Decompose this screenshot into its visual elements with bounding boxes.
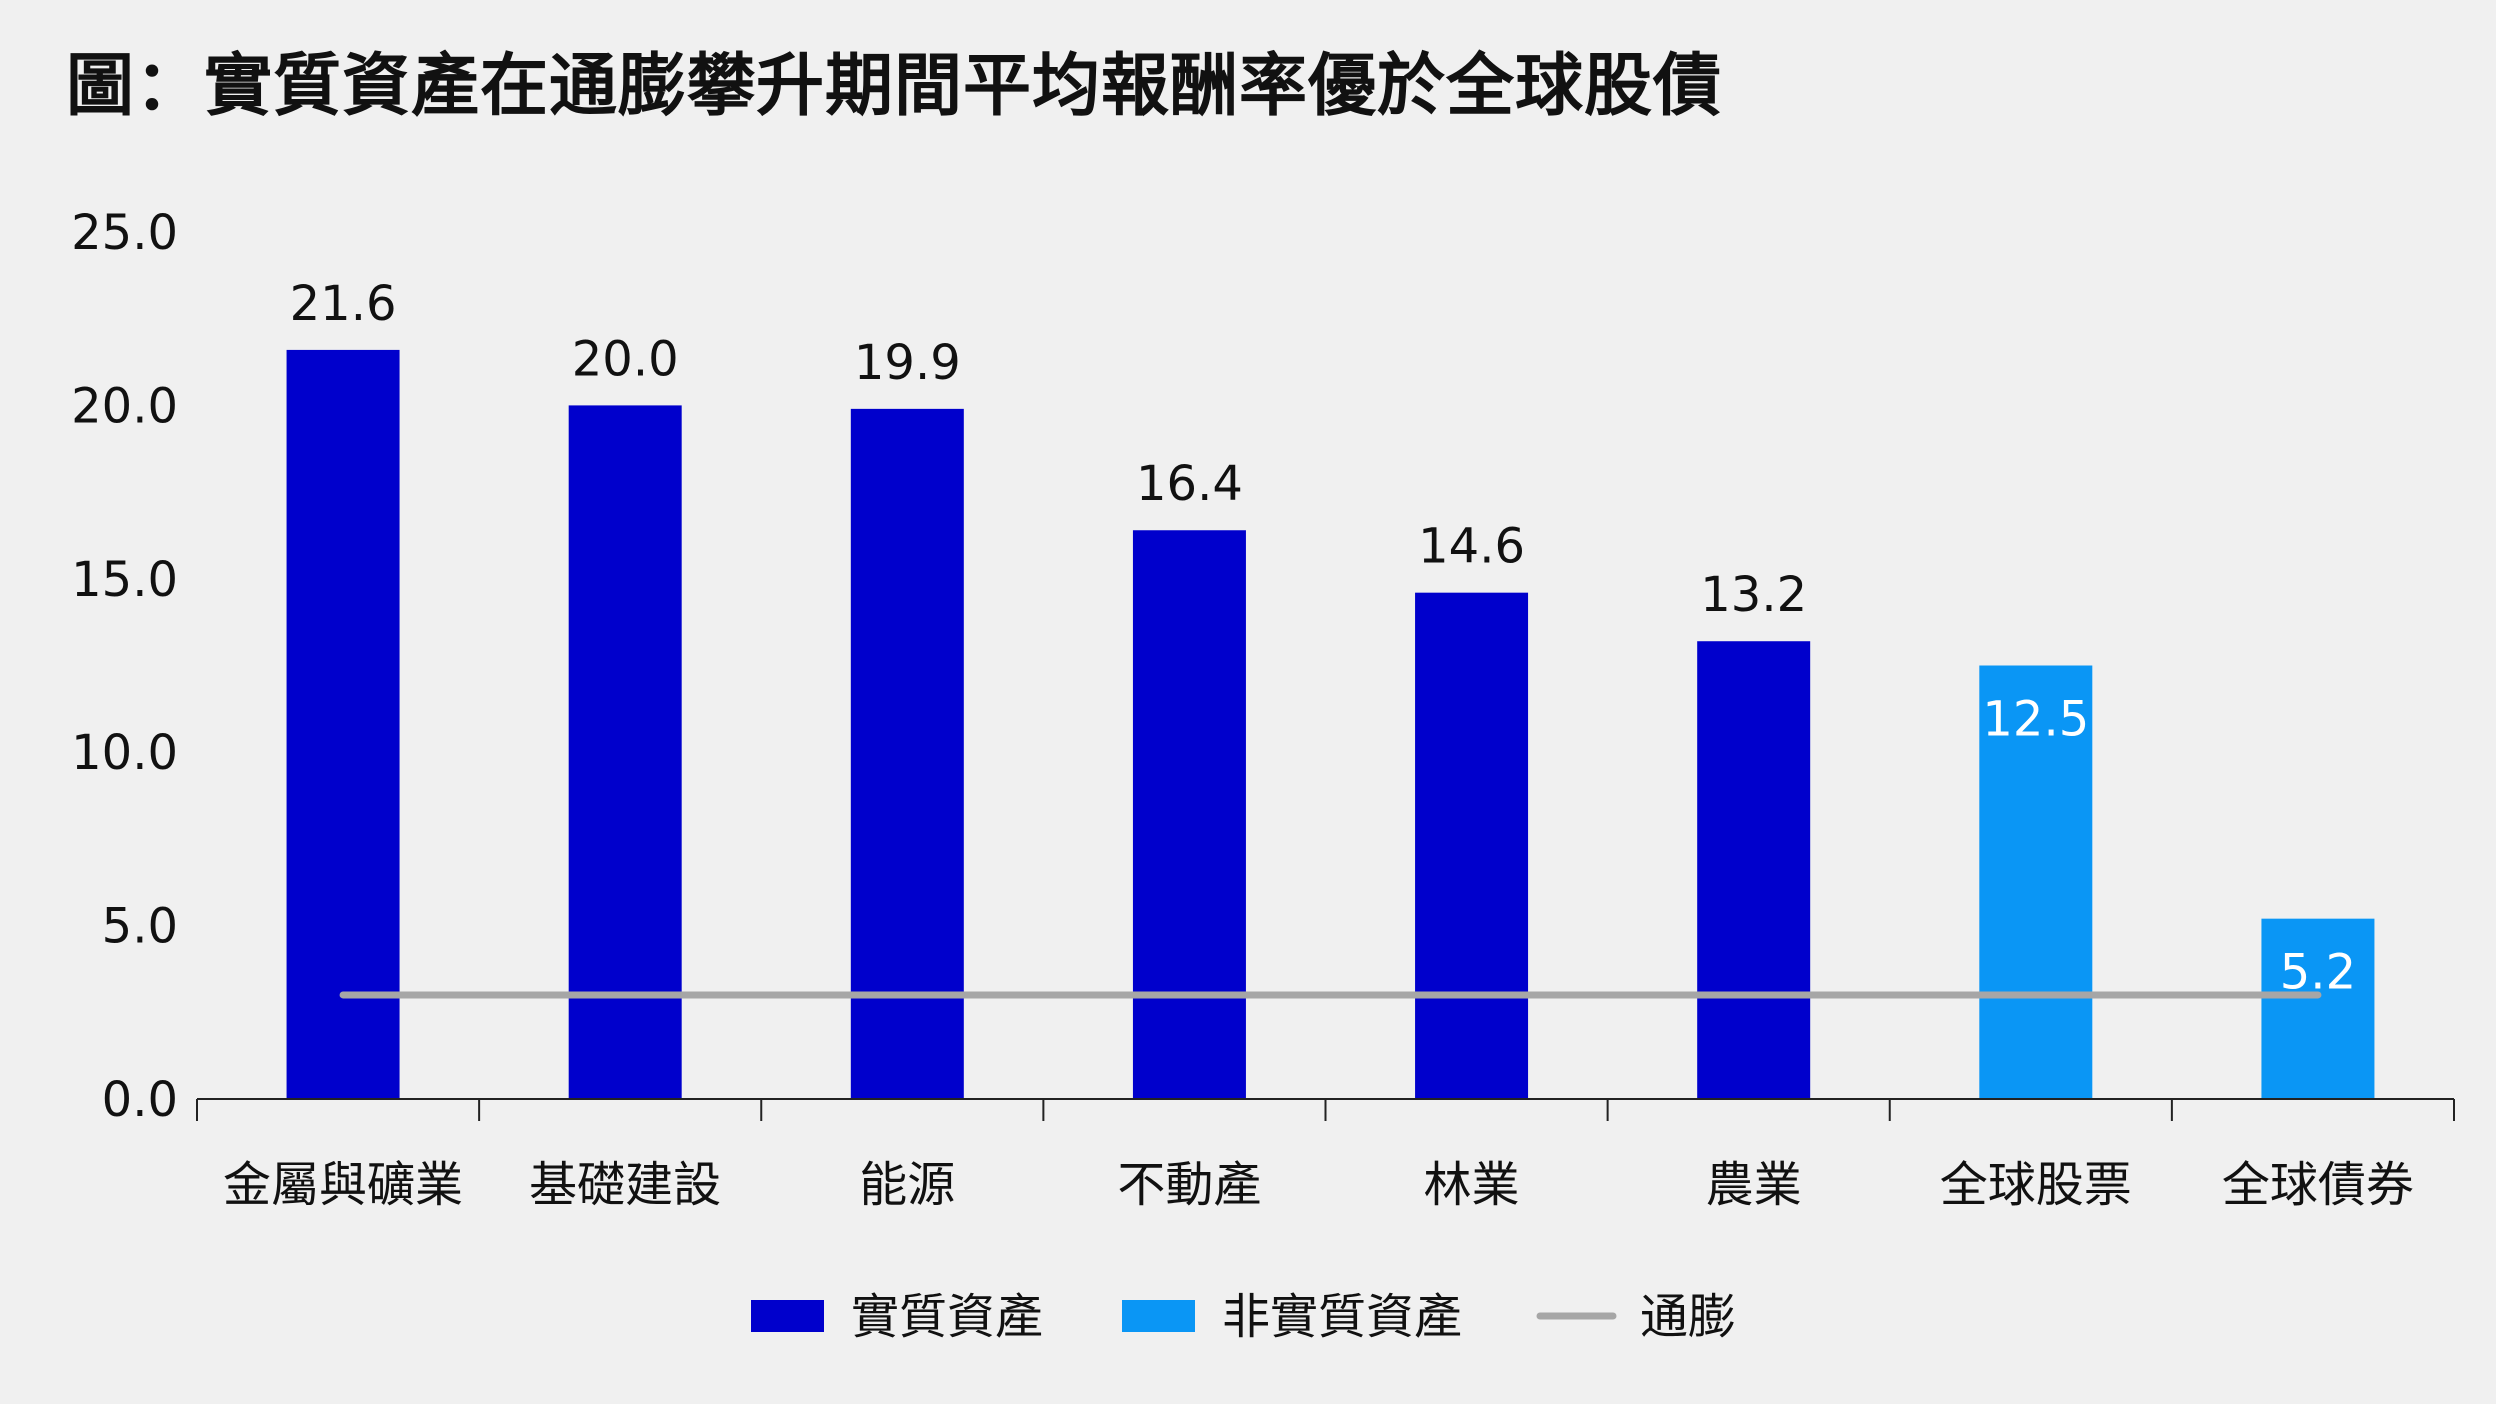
data-label: 12.5 (1982, 692, 2089, 748)
x-tick-label: 全球股票 (1940, 1157, 2132, 1213)
data-label: 13.2 (1700, 567, 1807, 623)
x-tick-label: 全球債券 (2222, 1157, 2414, 1213)
x-tick-label: 不動產 (1117, 1157, 1261, 1213)
x-tick-label: 農業 (1706, 1157, 1802, 1213)
data-label: 16.4 (1136, 456, 1243, 512)
y-tick-label: 15.0 (71, 552, 178, 608)
bar (1132, 530, 1246, 1099)
data-label: 5.2 (2280, 945, 2356, 1001)
legend-label: 非實質資產 (1222, 1289, 1462, 1345)
bar (850, 408, 964, 1099)
data-label: 21.6 (290, 276, 397, 332)
data-labels: 21.6 20.0 19.9 16.4 14.6 13.2 12.5 5.2 (290, 276, 2356, 1001)
bar (568, 405, 682, 1099)
y-tick-label: 0.0 (102, 1072, 178, 1128)
x-tick-label: 能源 (859, 1157, 955, 1213)
data-label: 19.9 (854, 335, 961, 391)
x-tick-label: 林業 (1424, 1157, 1520, 1213)
bar (286, 349, 400, 1099)
y-tick-label: 25.0 (71, 205, 178, 261)
y-axis: 0.0 5.0 10.0 15.0 20.0 25.0 (71, 205, 178, 1128)
bar (1979, 665, 2093, 1099)
bar (2261, 918, 2375, 1099)
bars (286, 349, 2375, 1099)
legend-swatch (1122, 1300, 1195, 1332)
legend-label: 實質資產 (851, 1289, 1043, 1345)
data-label: 20.0 (572, 331, 679, 387)
x-tick-label: 金屬與礦業 (223, 1157, 463, 1213)
y-tick-label: 5.0 (102, 899, 178, 955)
data-label: 14.6 (1418, 519, 1525, 575)
x-axis: 金屬與礦業 基礎建設 能源 不動產 林業 農業 全球股票 全球債券 (196, 1098, 2455, 1213)
chart-title: 圖：實質資產在通膨攀升期間平均報酬率優於全球股債 (66, 47, 1723, 126)
y-tick-label: 20.0 (71, 378, 178, 434)
x-tick-label: 基礎建設 (529, 1157, 721, 1213)
y-tick-label: 10.0 (71, 725, 178, 781)
bar (1697, 641, 1811, 1099)
legend: 實質資產 非實質資產 通膨 (751, 1289, 1736, 1345)
bar (1415, 592, 1529, 1099)
legend-swatch (751, 1300, 824, 1332)
legend-label: 通膨 (1640, 1289, 1736, 1345)
